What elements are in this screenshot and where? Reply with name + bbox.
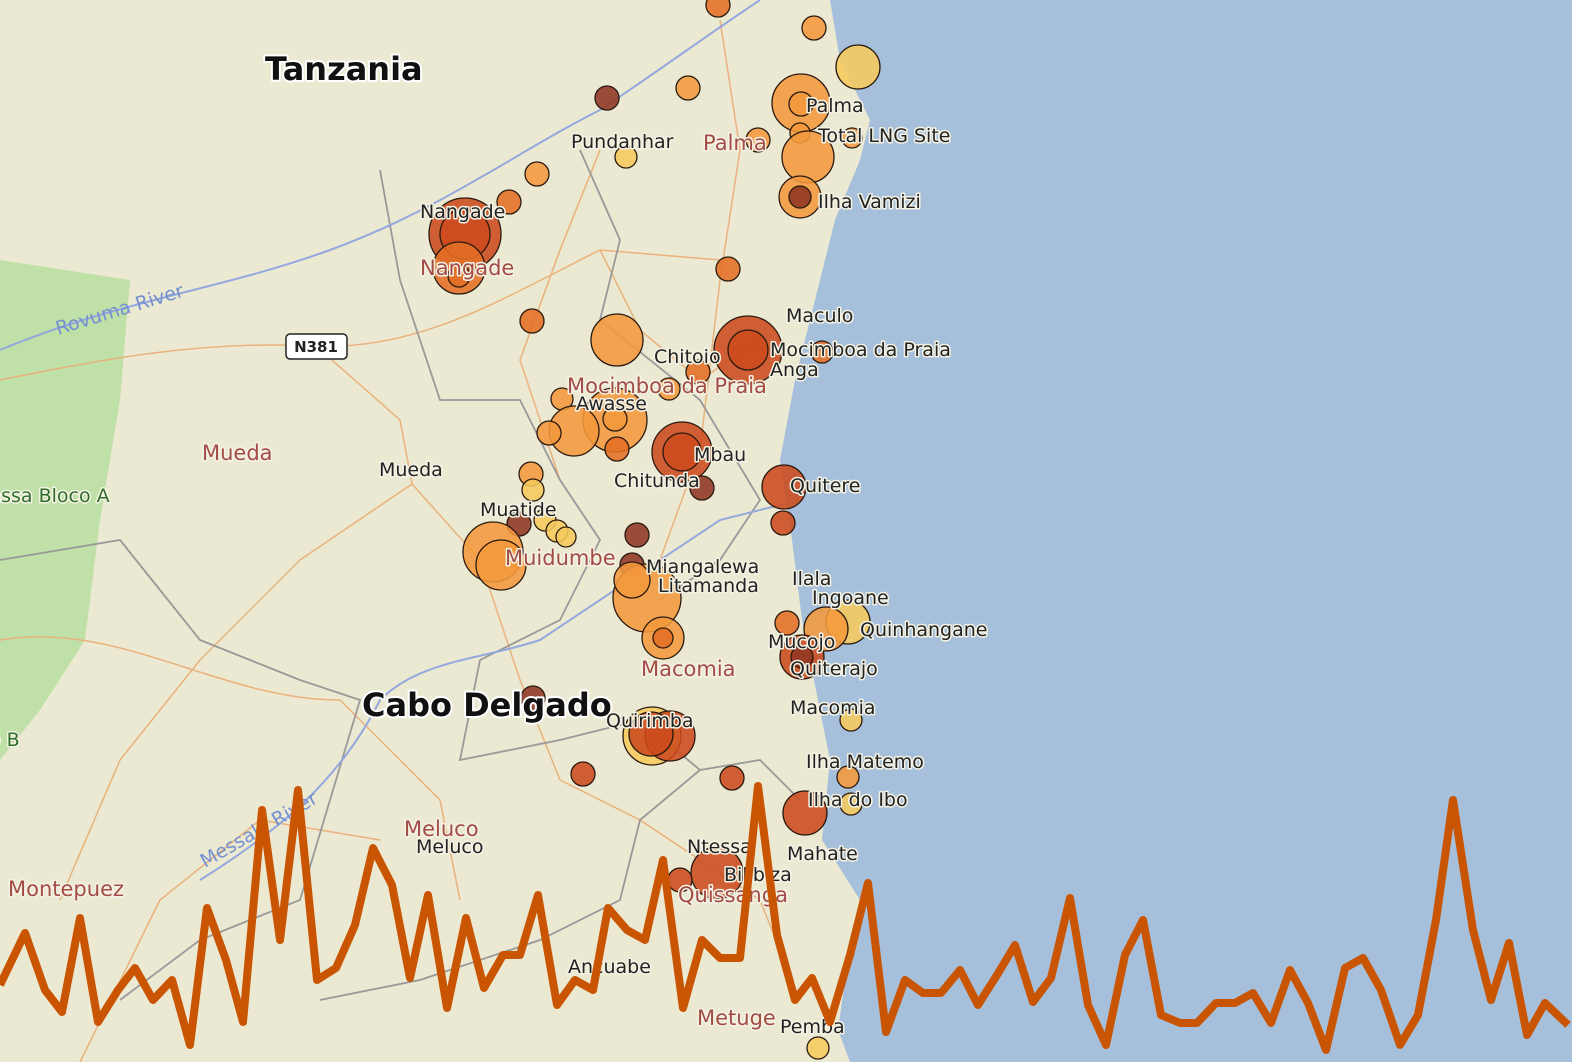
map-label: Palma xyxy=(703,131,767,155)
map-label: Montepuez xyxy=(8,877,124,901)
event-bubble xyxy=(524,161,550,187)
event-bubble xyxy=(662,432,702,472)
event-bubble xyxy=(496,189,522,215)
map-label: Mueda xyxy=(379,459,443,481)
map-label: Cabo Delgado xyxy=(362,686,612,724)
event-bubble xyxy=(657,377,681,401)
event-bubble xyxy=(782,790,828,836)
map-label: Ilha do Ibo xyxy=(808,789,908,811)
event-bubble xyxy=(624,522,650,548)
event-bubble xyxy=(806,1036,830,1060)
event-bubble xyxy=(810,340,834,364)
event-bubble xyxy=(801,15,827,41)
map-label: Macomia xyxy=(790,697,876,719)
map-label: Miangalewa xyxy=(646,556,759,578)
event-bubble xyxy=(570,761,596,787)
map-label: Metuge xyxy=(697,1006,776,1030)
map-label: Muidumbe xyxy=(505,546,616,570)
map-label: Mbau xyxy=(694,444,746,466)
map-label: N381 xyxy=(294,338,338,356)
map-label: Ilha Vamizi xyxy=(818,191,921,213)
map-label: Mocimboa da Praia xyxy=(567,374,767,398)
map-label: Meluco xyxy=(404,817,479,841)
event-bubble xyxy=(719,765,745,791)
event-bubble xyxy=(770,510,796,536)
map-label: Quiterajo xyxy=(790,658,878,680)
trend-line xyxy=(0,782,1571,1054)
event-bubble xyxy=(521,478,545,502)
map-label: Ancuabe xyxy=(568,956,651,978)
map-label: Litamanda xyxy=(658,575,759,597)
map-label: Ntessa xyxy=(687,836,752,858)
event-bubble xyxy=(675,75,701,101)
event-bubble xyxy=(835,44,881,90)
event-bubble xyxy=(727,329,769,371)
map-label: Bilibiza xyxy=(724,864,792,886)
event-bubble xyxy=(520,685,546,711)
map-label: Macomia xyxy=(641,657,736,681)
event-bubble xyxy=(536,420,562,446)
map-label: Tanzania xyxy=(265,50,423,88)
event-bubble xyxy=(652,627,674,649)
event-bubble xyxy=(745,127,771,153)
map-label: Chitunda xyxy=(614,470,700,492)
map-label: Pemba xyxy=(780,1016,845,1038)
map-label: Anga xyxy=(770,359,819,381)
map-label: Ilha Matemo xyxy=(806,751,924,773)
event-bubble xyxy=(689,475,715,501)
map-label: Maculo xyxy=(786,305,853,327)
map-label: Ilala xyxy=(792,568,831,590)
map-label: Quinhangane xyxy=(860,619,987,641)
map-label: Mahate xyxy=(787,843,858,865)
map-label: Nangade xyxy=(420,201,505,223)
event-bubble xyxy=(774,610,800,636)
event-bubble xyxy=(614,145,638,169)
event-bubble xyxy=(788,91,814,117)
event-bubble xyxy=(705,0,731,18)
event-bubble xyxy=(836,765,860,789)
event-bubble xyxy=(685,359,711,385)
map-label: Chitoio xyxy=(654,346,721,368)
event-bubble xyxy=(761,464,807,510)
ocean xyxy=(780,0,1572,1062)
event-bubble xyxy=(590,313,644,367)
event-bubble xyxy=(613,561,651,599)
event-bubble xyxy=(594,85,620,111)
event-bubble xyxy=(604,436,630,462)
event-bubble xyxy=(475,539,527,591)
event-bubble xyxy=(690,846,744,900)
map-label: Niassa Bloco A xyxy=(0,485,110,507)
map-label: Awasse xyxy=(576,393,647,415)
map-label: Mucojo xyxy=(768,631,835,653)
map-label: Ingoane xyxy=(812,587,889,609)
event-bubble xyxy=(628,711,674,757)
event-bubble xyxy=(839,708,863,732)
event-bubble xyxy=(555,526,577,548)
map-label: Quitere xyxy=(790,475,861,497)
event-bubble xyxy=(715,256,741,282)
map-label: Meluco xyxy=(416,836,483,858)
event-bubble xyxy=(519,308,545,334)
event-bubble xyxy=(788,185,812,209)
map-label: Mueda xyxy=(202,441,273,465)
map-label: Total LNG Site xyxy=(817,125,950,147)
event-bubble xyxy=(602,406,628,432)
event-bubble xyxy=(447,264,471,288)
event-bubble xyxy=(841,127,863,149)
map-label: Mocimboa da Praia xyxy=(770,339,951,361)
map-label: Nangade xyxy=(420,256,514,280)
event-bubbles xyxy=(428,0,881,1060)
event-bubble xyxy=(790,645,814,669)
map-label: Palma xyxy=(806,95,864,117)
map-label: Pundanhar xyxy=(571,131,674,153)
map-label: Niassa Bloco B xyxy=(0,729,20,751)
map-label: Quirimba xyxy=(606,710,694,732)
event-bubble xyxy=(839,792,863,816)
protected-area xyxy=(0,260,130,760)
road-shield xyxy=(285,333,348,360)
map-label: Muatide xyxy=(480,499,557,521)
